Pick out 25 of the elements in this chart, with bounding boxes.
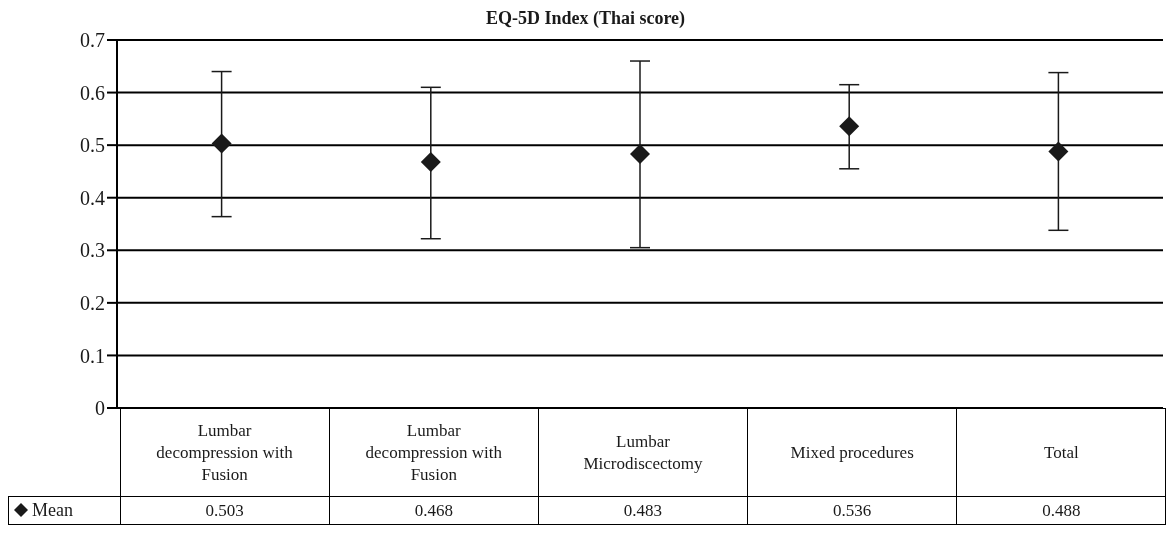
point: [839, 116, 860, 137]
y-tick-label: 0.4: [80, 186, 105, 209]
y-tick-label: 0.5: [80, 134, 105, 157]
data-label: 0.536: [747, 496, 957, 525]
data-label: 0.503: [120, 496, 330, 525]
legend-label: Mean: [8, 496, 120, 525]
y-tick-label: 0.6: [80, 81, 105, 104]
data-label: 0.483: [538, 496, 748, 525]
point: [1048, 141, 1069, 162]
y-tick-label: 0.3: [80, 239, 105, 262]
data-label: 0.488: [956, 496, 1166, 525]
y-tick-label: 0.2: [80, 291, 105, 314]
point: [420, 151, 441, 172]
point: [630, 144, 650, 165]
y-tick-label: 0: [95, 397, 105, 420]
y-tick-label: 0.7: [80, 29, 105, 52]
x-tick-label: Lumbar Microdiscectomy: [582, 430, 704, 475]
chart-title: EQ-5D Index (Thai score): [484, 8, 687, 28]
y-tick-label: 0.1: [80, 344, 105, 367]
x-tick-label: Lumbar decompression with Fusion: [155, 419, 294, 486]
point: [211, 133, 232, 154]
x-tick-label: Mixed procedures: [789, 441, 915, 464]
x-tick-label: Lumbar decompression with Fusion: [364, 419, 503, 486]
x-tick-label: Total: [1043, 441, 1080, 464]
data-label: 0.468: [329, 496, 539, 525]
